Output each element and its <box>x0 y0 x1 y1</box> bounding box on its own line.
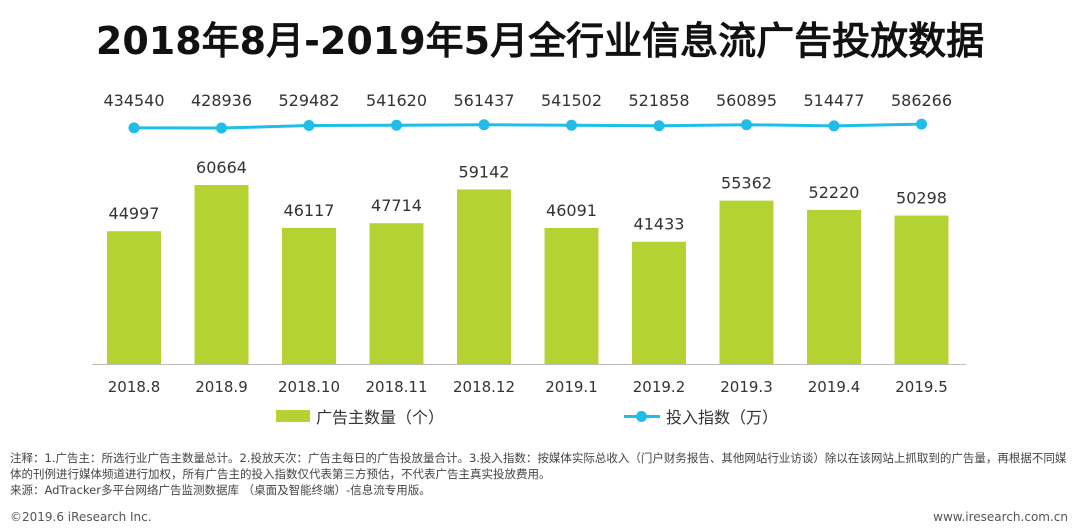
bar-value-label: 50298 <box>896 189 947 208</box>
bar <box>457 189 511 364</box>
line-value-label: 428936 <box>191 91 252 110</box>
bar <box>807 209 861 364</box>
bar-value-label: 41433 <box>634 215 685 234</box>
footer-copyright: ©2019.6 iResearch Inc. <box>10 510 152 524</box>
bar <box>894 215 949 364</box>
line-point <box>128 122 140 134</box>
bar-value-label: 60664 <box>196 158 247 177</box>
line-point <box>741 119 752 131</box>
legend-bar-label: 广告主数量（个） <box>316 408 445 427</box>
bar-value-label: 47714 <box>371 196 422 215</box>
line-point <box>828 120 840 132</box>
bar <box>369 223 424 364</box>
line-value-label: 434540 <box>103 91 164 110</box>
x-tick-label: 2019.5 <box>895 378 948 396</box>
line-point <box>566 119 577 131</box>
bar <box>544 228 599 364</box>
x-tick-label: 2019.2 <box>633 378 686 396</box>
line-point <box>216 122 227 134</box>
legend-bar-swatch <box>276 410 310 422</box>
line-point <box>391 119 402 131</box>
line-value-label: 586266 <box>891 91 952 110</box>
notes: 注释：1.广告主：所选行业广告主数量总计。2.投放天次：广告主每日的广告投放量合… <box>10 450 1072 498</box>
legend-line: 投入指数（万） <box>624 404 778 428</box>
x-tick-label: 2018.12 <box>453 378 515 396</box>
line-value-label: 561437 <box>453 91 514 110</box>
line-point <box>303 120 315 132</box>
footer-url: www.iresearch.com.cn <box>933 510 1068 524</box>
line-value-label: 514477 <box>803 91 864 110</box>
x-tick-label: 2019.3 <box>720 378 773 396</box>
bar-value-label: 44997 <box>109 204 160 223</box>
line-value-label: 529482 <box>278 91 339 110</box>
bar <box>282 227 336 364</box>
x-tick-label: 2018.10 <box>278 378 340 396</box>
legend-line-label: 投入指数（万） <box>666 408 779 427</box>
bar <box>632 241 686 364</box>
line-value-label: 541620 <box>366 91 427 110</box>
x-tick-label: 2019.4 <box>808 378 861 396</box>
x-tick-label: 2018.11 <box>365 378 427 396</box>
line-point <box>916 118 927 130</box>
line-value-label: 541502 <box>541 91 602 110</box>
legend-line-swatch <box>624 410 660 422</box>
notes-line-2: 来源：AdTracker多平台网络广告监测数据库 （桌面及智能终端）-信息流专用… <box>10 483 431 497</box>
combo-chart: 44997 2018.8 60664 2018.9 46117 2018.10 47714 2… <box>92 91 966 396</box>
bar <box>194 185 249 364</box>
line-value-label: 560895 <box>716 91 777 110</box>
x-tick-label: 2018.8 <box>108 378 161 396</box>
bar-value-label: 46117 <box>284 201 335 220</box>
bar-value-label: 46091 <box>546 201 597 220</box>
line-point <box>653 120 665 132</box>
legend-bar: 广告主数量（个） <box>276 404 444 428</box>
bar-value-label: 59142 <box>459 162 510 181</box>
line-series <box>133 122 922 130</box>
notes-line-1: 注释：1.广告主：所选行业广告主数量总计。2.投放天次：广告主每日的广告投放量合… <box>10 451 1067 481</box>
bar-value-label: 55362 <box>721 174 772 193</box>
bar <box>107 231 161 364</box>
chart-title: 2018年8月-2019年5月全行业信息流广告投放数据 <box>95 19 985 63</box>
line-value-label: 521858 <box>628 91 689 110</box>
line-point <box>478 119 490 131</box>
x-tick-label: 2019.1 <box>545 378 598 396</box>
bar <box>719 200 774 364</box>
x-tick-label: 2018.9 <box>195 378 248 396</box>
bar-value-label: 52220 <box>809 183 860 202</box>
